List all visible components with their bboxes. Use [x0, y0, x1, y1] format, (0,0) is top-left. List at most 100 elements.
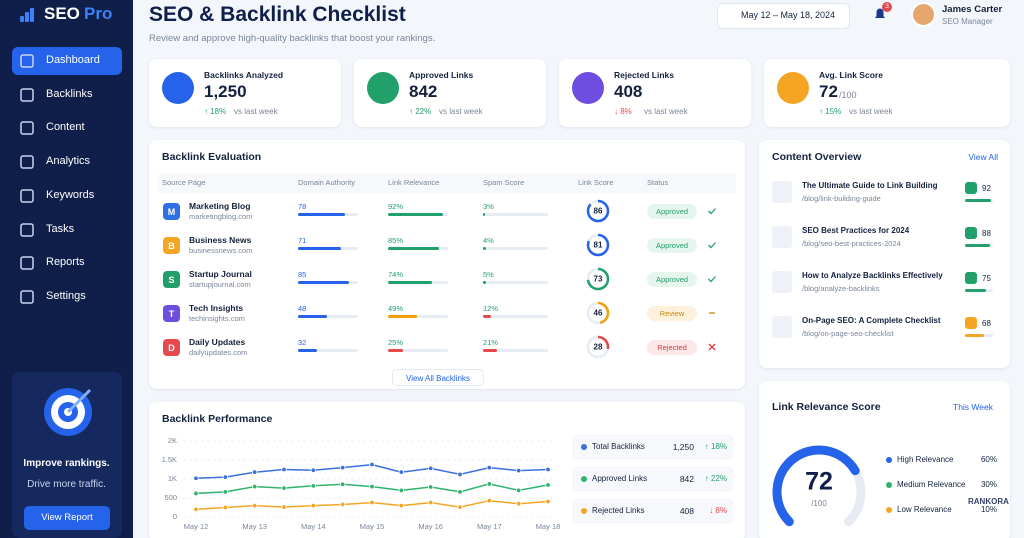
nav-icon-shape [20, 121, 34, 136]
legend-change: ↑ 18% [704, 442, 727, 451]
stat-change: ↑ 22% [409, 107, 432, 116]
doc-icon [772, 271, 792, 293]
user-role: SEO Manager [942, 17, 993, 26]
bar-fill [388, 281, 433, 284]
series-point [545, 466, 551, 473]
status-pill: Approved [647, 272, 697, 287]
series-point [427, 465, 434, 472]
source-name: Tech Insights [189, 303, 244, 313]
column-header: Source Page [162, 178, 206, 187]
nav-item[interactable]: Dashboard [46, 54, 100, 66]
score-value: 81 [594, 241, 603, 250]
x-tick-label: May 15 [360, 522, 385, 531]
series-point [398, 469, 405, 475]
status-icon-shape [708, 343, 716, 351]
view-all-backlinks[interactable]: View All Backlinks [392, 369, 484, 386]
promo-button[interactable]: View Report [24, 506, 110, 530]
authority-value: 78 [298, 202, 307, 211]
legend-total: 408 [679, 506, 694, 516]
legend-name: Total Backlinks [592, 442, 645, 451]
nav-item[interactable]: Backlinks [46, 87, 93, 100]
status-icon-shape [708, 208, 716, 215]
series-point [193, 475, 199, 481]
nav-item[interactable]: Reports [46, 256, 85, 269]
score-ring: 46 [586, 301, 610, 325]
bell-shape [875, 8, 885, 18]
logo-accent: Pro [84, 4, 113, 23]
nav-item[interactable]: Content [46, 121, 85, 134]
nav-icon [20, 222, 34, 237]
nav-item[interactable]: Keywords [46, 188, 95, 201]
series-point [222, 489, 229, 495]
score-value: 86 [594, 207, 603, 216]
watermark: RANKORA [968, 497, 1009, 506]
doc-icon [772, 181, 792, 203]
date-range: May 12 – May 18, 2024 [741, 10, 836, 20]
nav-icon-shape [20, 290, 34, 304]
logo-bar [20, 16, 24, 22]
relevance-value: 49% [388, 304, 404, 313]
source-name: Business News [189, 235, 252, 245]
authority-value: 32 [298, 338, 307, 347]
series-point [427, 484, 434, 490]
legend-value: 60% [980, 455, 997, 464]
content-path: /blog/analyze-backlinks [802, 284, 880, 293]
legend-change: ↑ 22% [704, 474, 727, 483]
gauge-fill [772, 445, 860, 527]
score-arc [586, 199, 610, 223]
y-tick-label: 0 [173, 512, 177, 521]
stat-change: ↓ 8% [614, 107, 632, 116]
legend-value: 10% [980, 505, 997, 514]
legend-name: Approved Links [592, 474, 648, 483]
source-initial: T [168, 309, 175, 319]
column-header: Status [647, 178, 669, 187]
series-point [457, 489, 463, 495]
stat-icon [367, 72, 399, 104]
content-card [759, 140, 1010, 368]
bar-fill [483, 247, 486, 250]
status-icon [708, 208, 716, 215]
stat-icon [162, 72, 194, 104]
nav-item[interactable]: Settings [46, 289, 86, 302]
card-title: Backlink Evaluation [162, 151, 262, 163]
series-point [251, 502, 258, 509]
series-point [339, 464, 346, 471]
bar-fill [483, 315, 491, 318]
card-title: Backlink Performance [162, 413, 273, 425]
notification-count: 3 [885, 3, 889, 10]
avatar [911, 2, 936, 27]
nav-item[interactable]: Analytics [46, 155, 91, 168]
period-select[interactable]: This Week [953, 402, 993, 412]
legend-total: 1,250 [672, 442, 694, 452]
series-point [193, 490, 199, 497]
series-point [545, 498, 551, 505]
score-arc [586, 267, 610, 291]
content-score: 68 [982, 319, 991, 328]
status-icon-shape [708, 242, 716, 249]
nav-item[interactable]: Tasks [46, 222, 75, 235]
bar-fill [298, 247, 341, 250]
bell-icon [875, 8, 885, 18]
legend-row [572, 498, 734, 524]
series-point [339, 501, 346, 508]
status-pill: Approved [647, 204, 697, 219]
bar-fill [483, 213, 485, 216]
stat-change-note: vs last week [439, 107, 483, 116]
stat-change-note: vs last week [849, 107, 893, 116]
authority-value: 48 [298, 304, 307, 313]
table-header-bg [158, 173, 736, 193]
logo-icon [20, 8, 34, 22]
series-point [310, 483, 317, 489]
relevance-card [759, 381, 1010, 538]
bar-track [483, 247, 548, 250]
date-picker[interactable] [717, 3, 850, 29]
view-all-link[interactable]: View All [968, 152, 998, 162]
status-pill: Approved [647, 238, 697, 253]
bar-fill [388, 247, 439, 250]
y-tick-label: 1K [168, 474, 177, 483]
bar-fill [388, 213, 444, 216]
nav-icon [20, 256, 34, 270]
legend-dot [581, 476, 587, 482]
